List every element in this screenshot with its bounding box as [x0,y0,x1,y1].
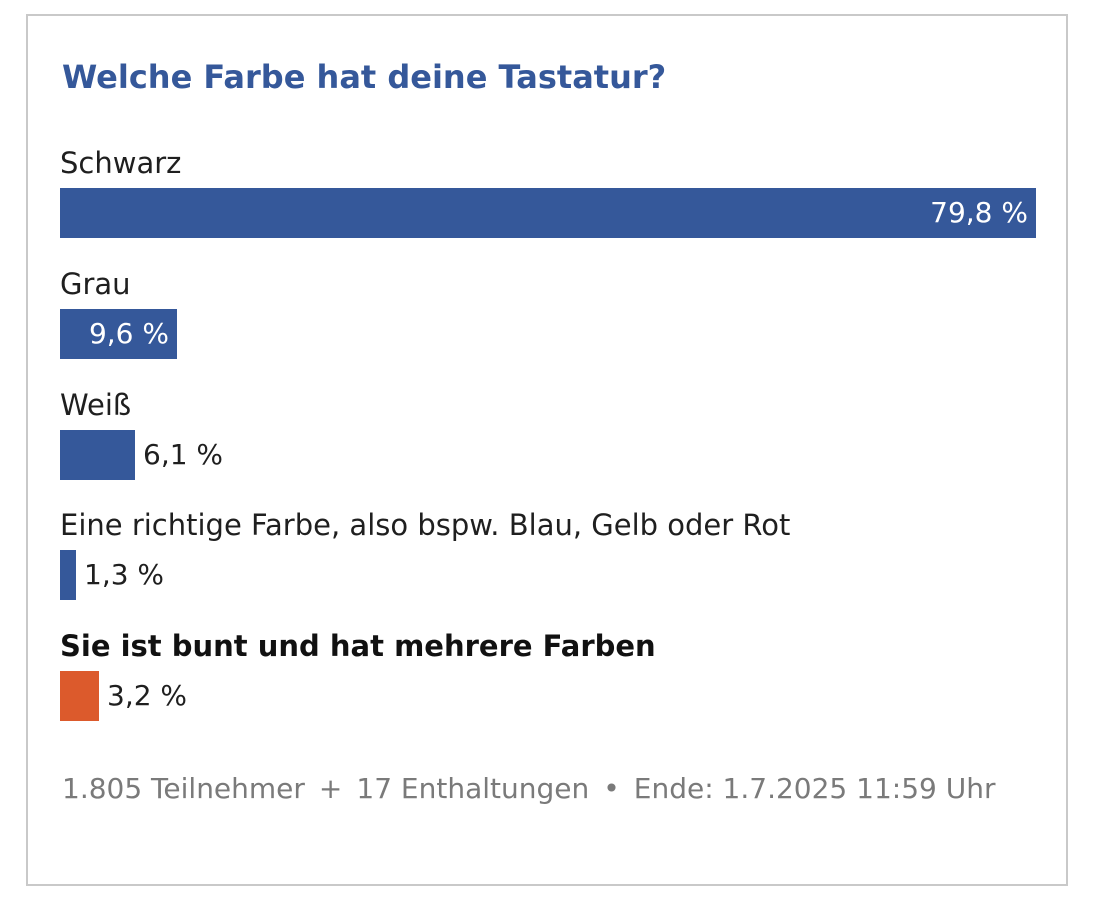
poll-option: Grau 9,6 % [60,267,1040,367]
result-bar [60,430,135,480]
percentage-label: 1,3 % [84,558,165,591]
result-bar [60,671,99,721]
result-bar [60,309,177,359]
poll-option: Schwarz 79,8 % [60,146,1040,246]
poll-footer: 1.805 Teilnehmer +17 Enthaltungen • Ende: 1… [62,764,1042,814]
poll-option: Eine richtige Farbe, also bspw. Blau, Ge… [60,508,1040,608]
bar-track: 6,1 % [60,430,1036,480]
option-label: Eine richtige Farbe, also bspw. Blau, Ge… [60,508,791,542]
percentage-label: 6,1 % [143,438,224,471]
percentage-label: 3,2 % [107,679,188,712]
bar-track: 3,2 % [60,671,1036,721]
option-label: Weiß [60,388,132,422]
result-bar [60,550,76,600]
poll-option: Sie ist bunt und hat mehrere Farben 3,2 % [60,629,1040,729]
bar-track: 79,8 % [60,188,1036,238]
option-label: Schwarz [60,146,182,180]
poll-end-date: Ende: 1.7.2025 11:59 Uhr [633,772,996,805]
result-bar [60,188,1036,238]
poll-title: Welche Farbe hat deine Tastatur? [62,58,667,96]
plus-separator: + [318,772,343,805]
poll-card: Welche Farbe hat deine Tastatur? Schwarz… [26,14,1068,886]
option-label: Sie ist bunt und hat mehrere Farben [60,629,656,663]
percentage-label: 79,8 % [930,196,1028,229]
bullet-separator: • [603,772,620,805]
bar-track: 9,6 % [60,309,1036,359]
percentage-label: 9,6 % [88,317,169,350]
bar-track: 1,3 % [60,550,1036,600]
abstentions-count: 17 Enthaltungen [356,772,590,805]
poll-option: Weiß 6,1 % [60,388,1040,488]
option-label: Grau [60,267,131,301]
participants-count: 1.805 Teilnehmer [62,772,305,805]
